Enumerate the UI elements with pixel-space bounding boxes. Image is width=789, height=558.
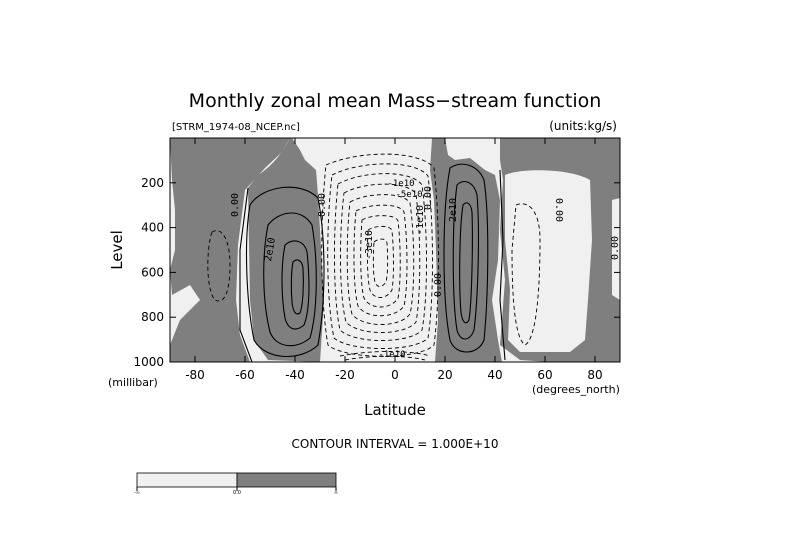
contour-label: 0.00	[553, 198, 564, 222]
contour-hadley-4	[340, 183, 421, 333]
x-units-label: (degrees_north)	[532, 383, 620, 396]
positive-region-west-edge	[170, 138, 290, 362]
y-tick-label: 400	[141, 221, 164, 235]
contour-west-2	[263, 212, 317, 347]
negative-contours	[207, 153, 541, 361]
contour-label: 0.00	[317, 193, 328, 217]
contour-label: -1e10	[387, 179, 414, 189]
contour-label: 0.00	[610, 236, 621, 260]
contour-label: 0.00	[433, 273, 444, 297]
y-axis: 200 400 600 800 1000	[133, 176, 620, 369]
y-tick-label: 800	[141, 310, 164, 324]
x-tick-label: -20	[335, 368, 355, 382]
y-tick-label: 600	[141, 265, 164, 279]
contour-surface-1	[339, 351, 431, 357]
file-label: [STRM_1974-08_NCEP.nc]	[172, 122, 300, 133]
colorbar-negative	[136, 472, 238, 488]
x-tick-label: 60	[537, 368, 552, 382]
y-tick-label: 1000	[133, 355, 164, 369]
contour-label: -1e10	[378, 350, 405, 360]
contour-label: 2e10	[448, 198, 459, 222]
contour-hadley-2	[327, 163, 433, 349]
contour-label: -3e10	[364, 230, 375, 260]
colorbar-tick-label: 0.0	[233, 490, 241, 496]
contour-west-3	[281, 240, 310, 330]
contour-hadley-6	[353, 204, 408, 317]
plot-area	[170, 138, 620, 362]
x-axis-label: Latitude	[364, 401, 426, 419]
x-tick-label: 20	[437, 368, 452, 382]
positive-region-west	[170, 138, 324, 362]
contour-interval-label: CONTOUR INTERVAL = 1.000E+10	[292, 437, 499, 451]
contour-hadley-8	[366, 225, 394, 298]
positive-contours	[239, 163, 506, 362]
colorbar: -∞ 0.0 ∞	[134, 472, 338, 496]
x-axis: -80 -60 -40 -20 0 20 40 60 80	[185, 138, 603, 382]
units-label: (units:kg/s)	[549, 119, 617, 133]
y-units-label: (millibar)	[108, 376, 158, 389]
negative-region-polar-east	[612, 198, 620, 300]
contour-hadley-9	[372, 238, 389, 287]
contour-west-weak	[207, 230, 231, 302]
negative-region-east	[505, 170, 592, 352]
contour-hadley-1	[321, 153, 439, 357]
contour-label: 2e10	[263, 237, 278, 263]
contour-label: 0.00	[423, 186, 434, 210]
contour-center-2	[452, 181, 479, 340]
x-tick-label: 40	[487, 368, 502, 382]
contour-west-4	[290, 259, 304, 315]
contour-hadley-3	[334, 173, 427, 341]
contour-west-1	[245, 186, 325, 357]
chart-title: Monthly zonal mean Mass−stream function	[189, 90, 602, 112]
colorbar-tick-label: -∞	[134, 490, 140, 496]
contour-zero-east	[499, 169, 506, 361]
contour-east-weak	[511, 203, 541, 346]
contour-zero-west	[239, 187, 253, 362]
contour-labels: 0.00 0.00 2e10 0.00 -1e10 -5e10 -3e10 -1…	[230, 179, 621, 360]
contour-label: -1e10	[415, 205, 426, 235]
x-tick-label: -60	[235, 368, 255, 382]
x-tick-label: 80	[587, 368, 602, 382]
x-tick-label: -40	[285, 368, 305, 382]
contour-hadley-7	[360, 215, 401, 308]
y-tick-label: 200	[141, 176, 164, 190]
contour-label: -5e10	[395, 190, 422, 200]
contour-surface-2	[344, 355, 426, 361]
contour-center-3	[459, 202, 473, 324]
y-axis-label: Level	[108, 230, 126, 270]
contour-label: 0.00	[230, 193, 241, 217]
positive-region-center	[430, 138, 502, 362]
x-tick-label: 0	[391, 368, 399, 382]
x-tick-label: -80	[185, 368, 205, 382]
colorbar-tick-label: ∞	[334, 490, 338, 496]
colorbar-positive	[236, 472, 337, 488]
contour-center-1	[443, 163, 489, 353]
